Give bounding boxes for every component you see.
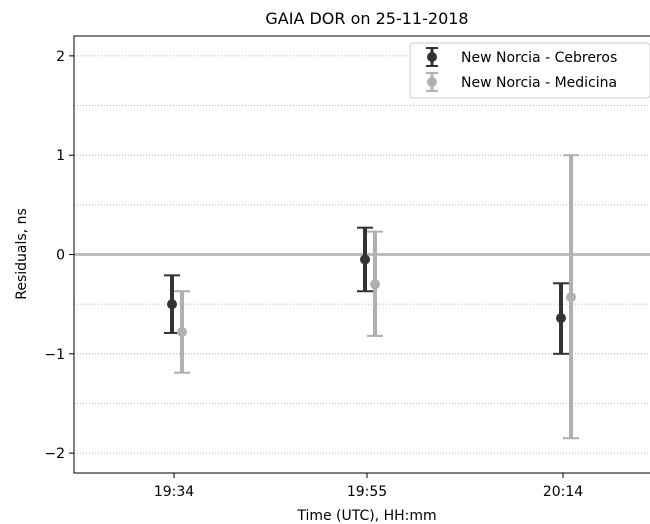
data-point-marker bbox=[167, 299, 177, 310]
y-tick-label: 0 bbox=[56, 248, 65, 264]
chart-title: GAIA DOR on 25-11-2018 bbox=[265, 9, 468, 28]
x-tick-label: 19:34 bbox=[154, 484, 194, 500]
legend-label: New Norcia - Cebreros bbox=[461, 50, 617, 66]
legend-swatch-marker bbox=[427, 52, 437, 62]
y-tick-label: −1 bbox=[44, 347, 65, 363]
y-tick-label: −2 bbox=[44, 446, 65, 462]
error-bars bbox=[164, 154, 579, 440]
error-bar-point bbox=[357, 226, 373, 293]
data-point-marker bbox=[566, 292, 576, 303]
y-tick-label: 2 bbox=[56, 49, 65, 65]
legend-entry: New Norcia - Medicina bbox=[426, 72, 617, 92]
x-tick-label: 20:14 bbox=[543, 484, 583, 500]
data-point-marker bbox=[370, 279, 380, 290]
error-bar-point bbox=[164, 274, 180, 334]
axis-ticks: 2 1 0 −1 −2 19:34 19:55 20:14 bbox=[44, 49, 583, 500]
error-bar-point bbox=[563, 154, 579, 440]
legend-box bbox=[409, 42, 650, 99]
x-tick-label: 19:55 bbox=[347, 484, 387, 500]
legend-swatch-marker bbox=[427, 77, 437, 87]
error-bar-point bbox=[367, 230, 383, 337]
error-bar-point bbox=[553, 282, 569, 355]
y-tick-label: 1 bbox=[56, 148, 65, 164]
data-point-marker bbox=[556, 313, 566, 324]
y-axis-label: Residuals, ns bbox=[14, 208, 30, 300]
legend-entry: New Norcia - Cebreros bbox=[426, 47, 617, 67]
error-bar-point bbox=[174, 290, 190, 374]
legend-label: New Norcia - Medicina bbox=[461, 75, 617, 91]
legend: New Norcia - Cebreros New Norcia - Medici… bbox=[409, 42, 650, 99]
data-point-marker bbox=[360, 254, 370, 265]
x-axis-label: Time (UTC), HH:mm bbox=[296, 508, 436, 524]
data-point-marker bbox=[177, 326, 187, 337]
